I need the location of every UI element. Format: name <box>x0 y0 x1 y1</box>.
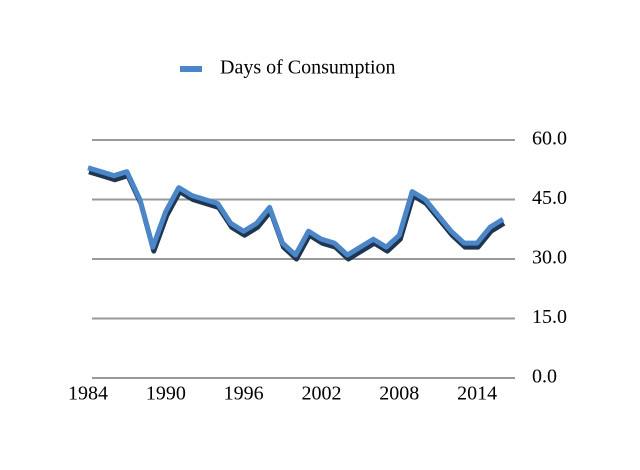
x-tick-label: 2014 <box>457 383 497 405</box>
x-tick-label: 1990 <box>146 383 186 405</box>
x-tick-label: 1984 <box>68 383 108 405</box>
y-tick-label: 45.0 <box>532 187 567 209</box>
line <box>87 165 505 258</box>
legend-swatch <box>180 66 202 72</box>
x-tick-label: 2008 <box>379 383 419 405</box>
y-tick-label: 15.0 <box>532 306 567 328</box>
y-tick-label: 0.0 <box>532 366 557 388</box>
x-tick-label: 2002 <box>301 383 341 405</box>
y-tick-label: 30.0 <box>532 247 567 269</box>
legend-label: Days of Consumption <box>220 57 396 79</box>
x-tick-label: 1996 <box>224 383 264 405</box>
y-tick-label: 60.0 <box>532 128 567 150</box>
